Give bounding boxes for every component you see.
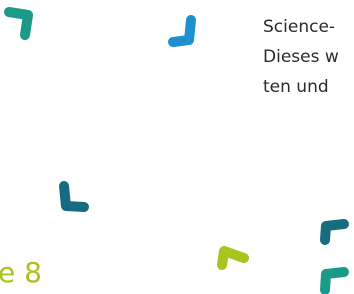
page-label: e 8 [0,256,42,290]
corner-shape [9,12,28,35]
corner-shape [64,186,84,207]
decorations [0,0,354,294]
corner-shape [325,272,344,290]
corner-shape [222,251,244,265]
text-line: Science- [263,17,335,37]
page: Science- Dieses w ten und e 8 [0,0,354,294]
text-line: ten und [263,77,329,97]
corner-shape [325,224,344,240]
text-line: Dieses w [263,47,339,67]
corner-shape [173,20,191,42]
